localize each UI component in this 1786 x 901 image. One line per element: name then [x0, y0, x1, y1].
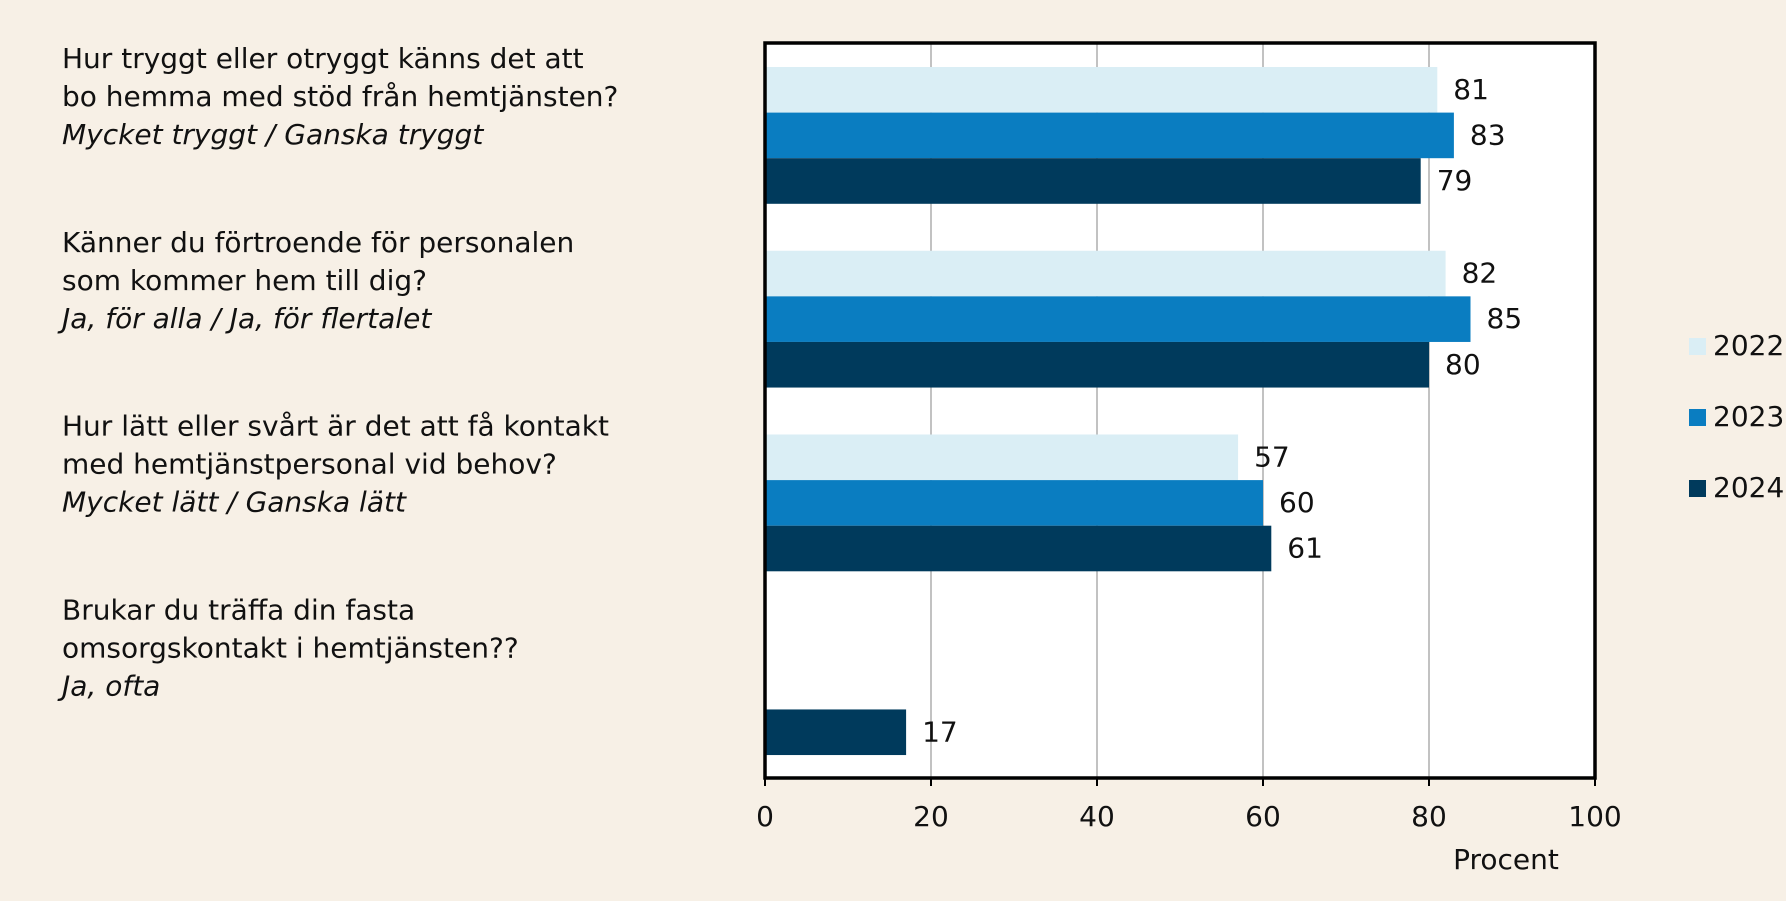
data-label: 83 [1470, 118, 1506, 151]
category-answer: Ja, ofta [57, 669, 160, 702]
category-label: Brukar du träffa din fasta [62, 593, 415, 626]
bar [765, 709, 907, 756]
x-tick-label: 80 [1411, 800, 1447, 833]
legend-swatch [1689, 338, 1706, 355]
x-tick-label: 100 [1568, 800, 1621, 833]
bar [765, 434, 1239, 481]
category-label: som kommer hem till dig? [62, 264, 427, 297]
x-tick-label: 0 [756, 800, 774, 833]
category-label: Känner du förtroende för personalen [62, 226, 574, 259]
data-label: 60 [1279, 486, 1315, 519]
legend-label: 2024 [1713, 471, 1784, 504]
legend-label: 2023 [1713, 400, 1784, 433]
category-answer: Mycket tryggt / Ganska tryggt [62, 118, 484, 151]
legend-swatch [1689, 409, 1706, 426]
data-label: 85 [1487, 302, 1523, 335]
category-label: bo hemma med stöd från hemtjänsten? [62, 80, 618, 113]
bar [765, 158, 1421, 204]
bar [765, 341, 1429, 388]
bar [765, 67, 1438, 113]
bar [765, 296, 1471, 342]
data-label: 82 [1462, 257, 1498, 290]
legend-label: 2022 [1713, 329, 1784, 362]
x-tick-label: 20 [913, 800, 949, 833]
data-label: 17 [922, 715, 958, 748]
x-tick-label: 60 [1245, 800, 1281, 833]
x-axis-label: Procent [1453, 843, 1559, 876]
data-label: 79 [1437, 164, 1473, 197]
category-answer: Ja, för alla / Ja, för flertalet [57, 302, 432, 335]
category-label: Hur tryggt eller otryggt känns det att [62, 42, 584, 75]
plot-frame [763, 41, 1597, 780]
bar [765, 480, 1263, 526]
category-answer: Mycket lätt / Ganska lätt [62, 486, 407, 519]
category-label: med hemtjänstpersonal vid behov? [62, 448, 557, 481]
legend-swatch [1689, 480, 1706, 497]
category-label: Hur lätt eller svårt är det att få konta… [62, 410, 609, 443]
bar [765, 112, 1454, 159]
bar [765, 250, 1446, 297]
data-label: 81 [1453, 73, 1489, 106]
data-label: 57 [1254, 440, 1290, 473]
data-label: 80 [1445, 348, 1481, 381]
data-label: 61 [1287, 532, 1323, 565]
bar [765, 525, 1272, 572]
category-label: omsorgskontakt i hemtjänsten?? [62, 631, 519, 664]
x-tick-label: 40 [1079, 800, 1115, 833]
